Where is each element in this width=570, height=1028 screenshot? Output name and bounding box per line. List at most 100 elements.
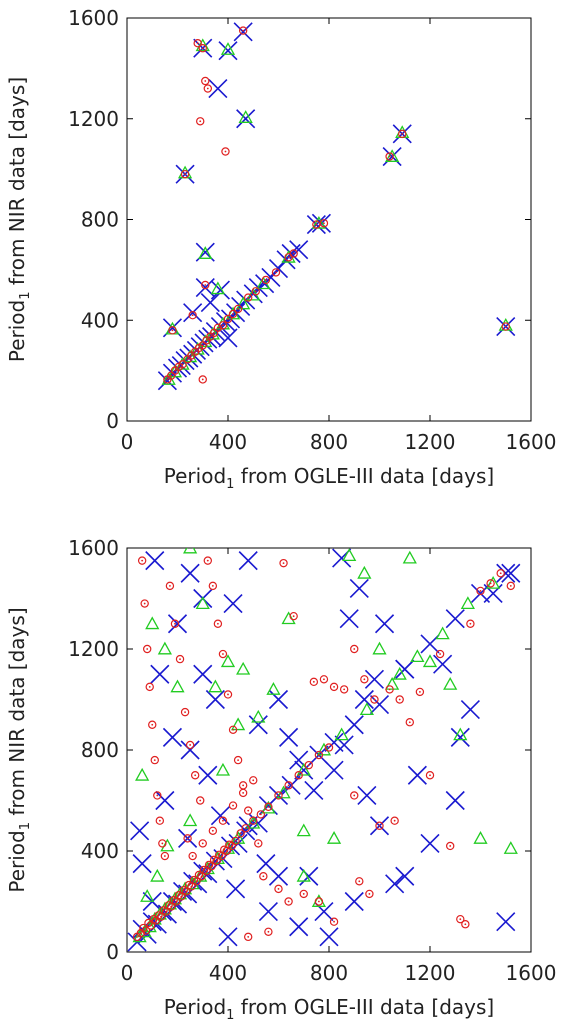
data-point-cross xyxy=(155,790,175,811)
data-point-cross xyxy=(496,563,516,583)
data-point-cross xyxy=(218,328,238,348)
data-point-circle xyxy=(284,897,293,906)
data-point-circle xyxy=(218,649,228,659)
data-point-circle xyxy=(180,707,190,717)
data-point-cross xyxy=(167,614,188,634)
data-point-cross xyxy=(236,109,256,129)
data-point-circle xyxy=(309,677,319,687)
data-point-cross xyxy=(354,689,374,710)
data-point-circle xyxy=(236,829,245,838)
data-point-circle xyxy=(208,826,218,836)
data-point-circle xyxy=(456,914,465,924)
data-point-circle xyxy=(294,771,303,780)
data-point-circle xyxy=(180,169,190,179)
data-point-circle xyxy=(183,834,192,843)
data-point-circle xyxy=(201,280,210,290)
data-point-triangle xyxy=(410,649,425,663)
data-point-circle xyxy=(148,720,157,729)
data-point-circle xyxy=(241,824,250,833)
data-point-circle xyxy=(136,928,146,938)
data-point-circle xyxy=(370,695,379,704)
data-point-circle xyxy=(249,816,258,825)
data-point-triangle xyxy=(160,838,175,852)
data-point-cross xyxy=(382,146,402,167)
data-point-triangle xyxy=(135,767,150,781)
data-point-circle xyxy=(476,586,485,596)
data-point-triangle xyxy=(443,677,458,690)
data-point-circle xyxy=(496,569,505,578)
data-point-circle xyxy=(355,877,364,886)
data-point-triangle xyxy=(183,813,198,827)
data-point-circle xyxy=(231,836,240,846)
data-point-triangle xyxy=(210,281,226,295)
data-point-circle xyxy=(264,802,273,812)
data-point-circle xyxy=(360,675,369,684)
data-point-cross xyxy=(496,912,516,932)
data-point-triangle xyxy=(208,679,223,693)
data-point-triangle xyxy=(251,709,266,723)
data-point-circle xyxy=(243,806,253,815)
data-point-cross xyxy=(407,765,427,785)
data-point-circle xyxy=(365,889,374,899)
data-point-circle xyxy=(243,932,253,942)
data-point-circle xyxy=(435,649,445,659)
data-point-circle xyxy=(501,322,510,331)
data-point-cross xyxy=(223,593,243,614)
data-point-triangle xyxy=(195,38,210,52)
data-point-triangle xyxy=(460,596,475,609)
data-point-cross xyxy=(385,874,405,894)
data-point-circle xyxy=(314,750,324,760)
data-point-circle xyxy=(238,781,248,790)
y-tick-label: 800 xyxy=(81,208,119,232)
data-point-circle xyxy=(213,323,223,333)
data-point-cross xyxy=(324,760,344,780)
data-point-circle xyxy=(228,801,238,810)
data-point-cross xyxy=(289,917,309,937)
data-point-cross xyxy=(304,780,324,800)
data-point-circle xyxy=(375,821,384,830)
markers-layer xyxy=(127,548,521,952)
data-point-cross xyxy=(279,727,299,747)
data-point-circle xyxy=(251,287,260,296)
data-point-circle xyxy=(141,926,151,935)
data-point-cross xyxy=(294,760,314,780)
data-point-circle xyxy=(254,839,263,848)
data-point-triangle xyxy=(150,868,165,882)
data-point-circle xyxy=(415,687,425,697)
data-point-cross xyxy=(205,851,225,871)
data-point-circle xyxy=(208,581,218,591)
x-tick-label: 800 xyxy=(310,430,348,454)
data-point-circle xyxy=(190,771,200,780)
data-point-cross xyxy=(150,664,170,684)
data-point-cross xyxy=(268,689,289,710)
data-point-triangle xyxy=(372,641,387,655)
y-tick-label: 0 xyxy=(106,940,119,964)
y-tick-label: 400 xyxy=(81,839,119,863)
data-point-cross xyxy=(344,891,364,912)
data-point-circle xyxy=(153,791,162,800)
data-point-circle xyxy=(233,304,243,314)
data-point-circle xyxy=(324,743,334,752)
data-point-cross xyxy=(248,715,268,735)
series-circle xyxy=(163,26,510,384)
y-tick-label: 0 xyxy=(106,409,119,433)
data-point-circle xyxy=(238,788,248,798)
x-tick-label: 1200 xyxy=(405,430,456,454)
data-point-circle xyxy=(329,682,339,692)
data-point-cross xyxy=(501,563,521,583)
data-point-triangle xyxy=(395,125,410,139)
data-point-triangle xyxy=(198,246,213,259)
data-point-circle xyxy=(506,581,515,591)
data-point-cross xyxy=(433,654,453,674)
data-point-circle xyxy=(319,675,329,684)
data-point-cross xyxy=(319,927,339,947)
data-point-cross xyxy=(281,775,301,795)
data-point-circle xyxy=(486,579,495,588)
data-point-triangle xyxy=(266,682,281,695)
data-point-circle xyxy=(201,76,210,86)
data-point-triangle xyxy=(342,548,357,562)
data-point-cross xyxy=(205,689,225,710)
data-point-cross xyxy=(130,821,150,841)
data-point-triangle xyxy=(220,42,236,55)
